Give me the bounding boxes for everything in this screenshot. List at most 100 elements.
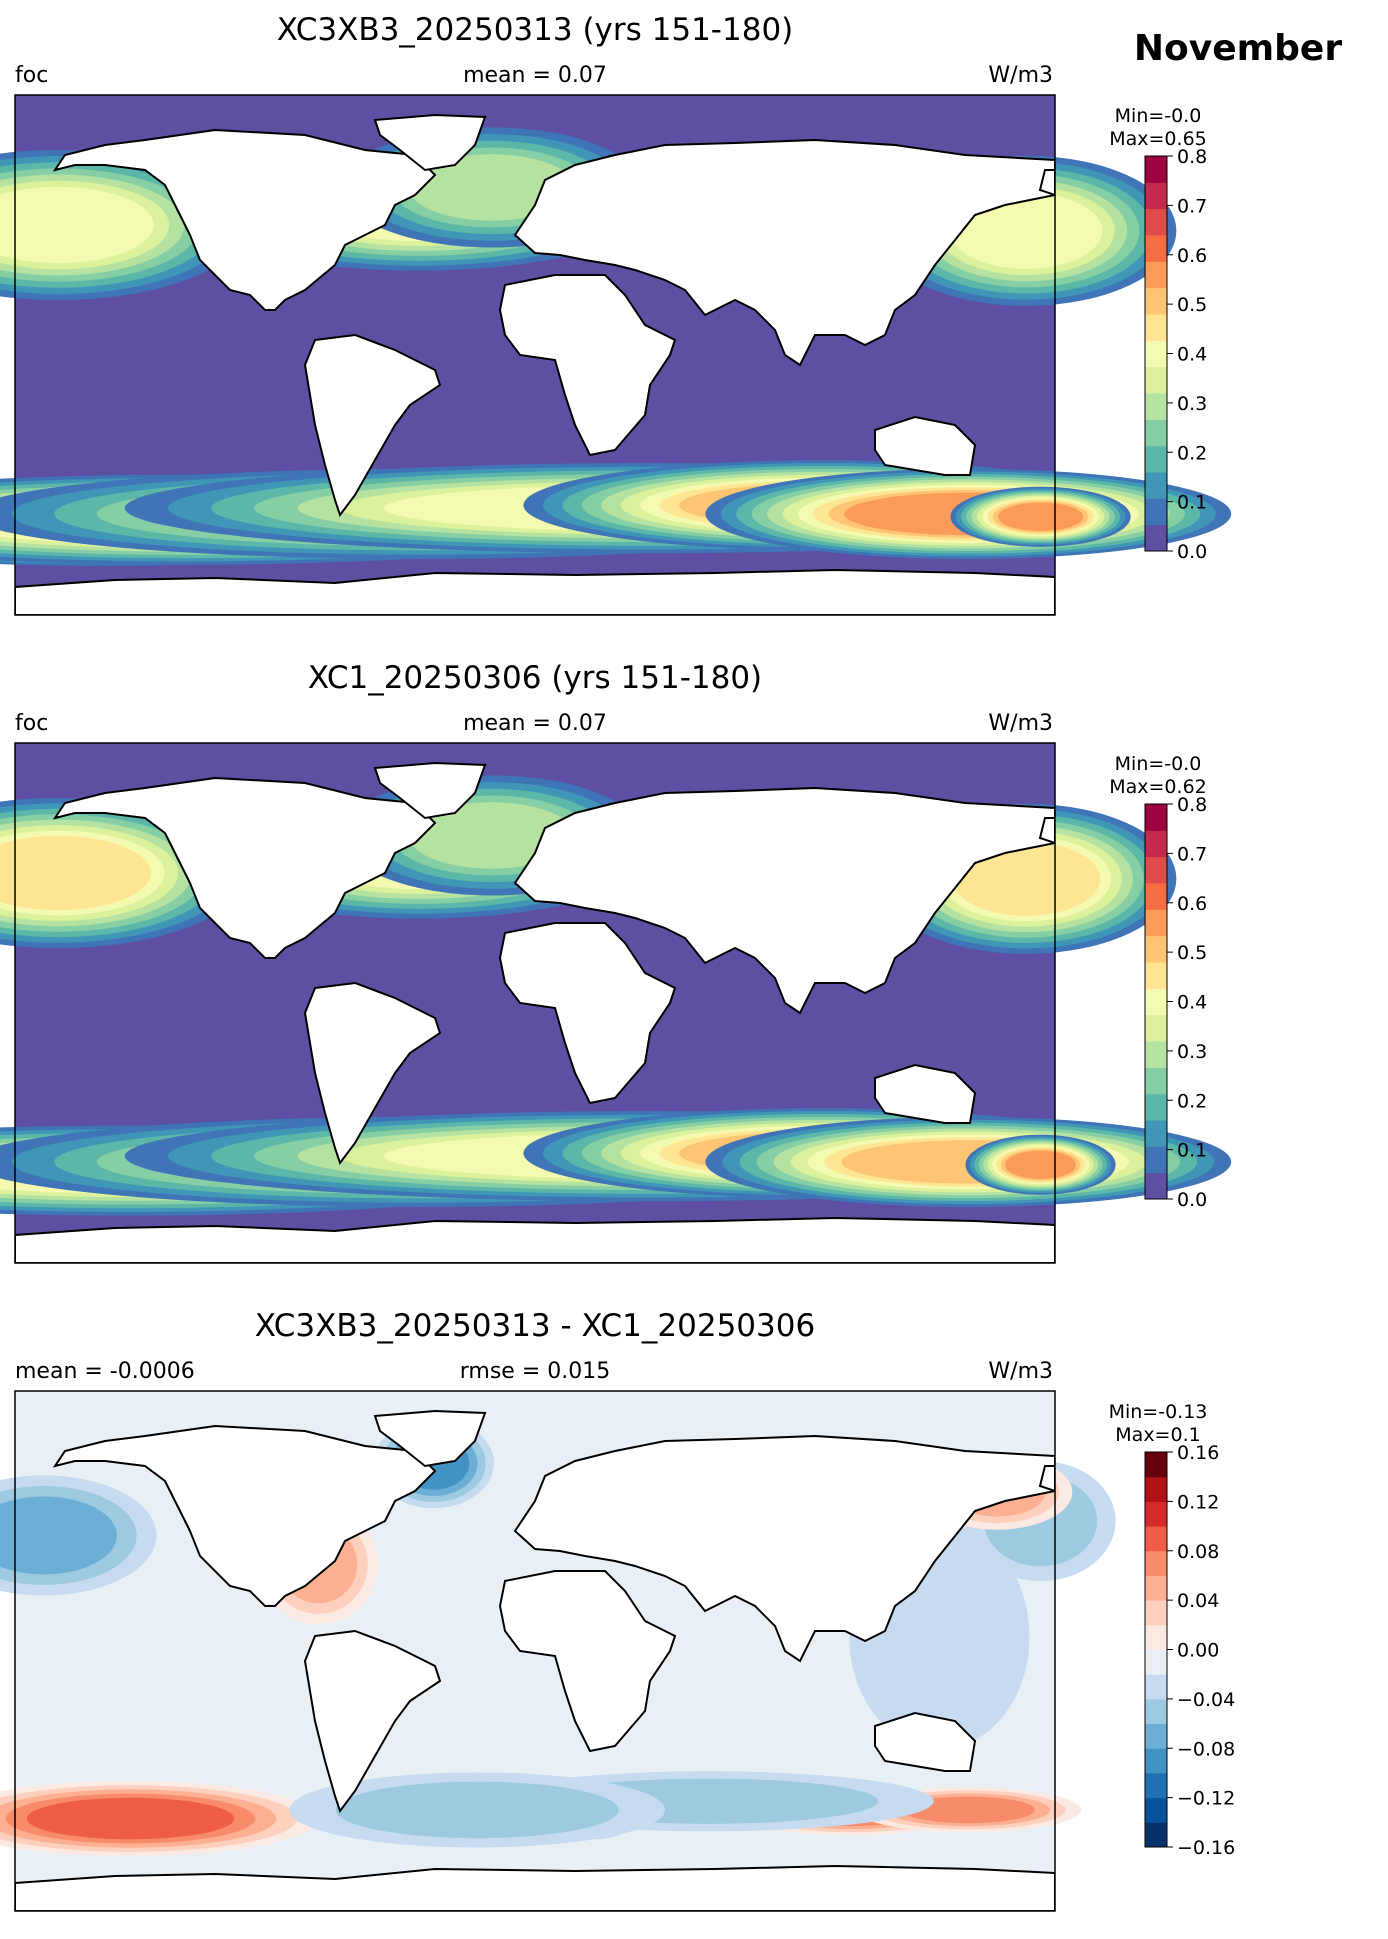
- contour-level: [26, 1797, 235, 1840]
- panel-left-label: mean = -0.0006: [15, 1359, 195, 1384]
- colorbar-tick-label: −0.04: [1177, 1689, 1235, 1711]
- colorbar-segment: [1145, 261, 1167, 289]
- colorbar-tick-label: 0.04: [1177, 1590, 1219, 1612]
- colorbar-segment: [1145, 1146, 1167, 1174]
- colorbar-tick-label: 0.08: [1177, 1541, 1219, 1563]
- colorbar-segment: [1145, 419, 1167, 447]
- colorbar-tick-label: 0.4: [1177, 344, 1207, 366]
- colorbar: −0.16 −0.12 −0.08 −0.04 0.00 0.04 0.08 0.12 0.16: [1144, 1442, 1235, 1859]
- stats-min: Min=-0.0: [1115, 105, 1202, 127]
- stats-min: Min=-0.0: [1115, 753, 1202, 775]
- colorbar-segment: [1145, 1772, 1167, 1799]
- colorbar-segment: [1145, 1723, 1167, 1749]
- panel-center-label: rmse = 0.015: [460, 1359, 611, 1384]
- colorbar-segment: [1145, 1698, 1167, 1725]
- field-feature-10: [0, 149, 247, 301]
- colorbar-tick-label: 0.8: [1177, 794, 1207, 816]
- colorbar-segment: [1145, 1041, 1167, 1068]
- panel-right-label: W/m3: [988, 63, 1053, 88]
- colorbar-segment: [1145, 1501, 1167, 1527]
- colorbar-segment: [1145, 988, 1167, 1016]
- colorbar-segment: [1145, 1649, 1167, 1675]
- colorbar-tick-label: 0.1: [1177, 1140, 1207, 1162]
- colorbar-segment: [1145, 1600, 1167, 1626]
- contour-level: [997, 502, 1084, 531]
- colorbar-segment: [1145, 182, 1167, 210]
- colorbar-tick-label: 0.2: [1177, 1090, 1207, 1112]
- contour-level: [952, 841, 1101, 916]
- field-feature-8: [0, 1475, 157, 1596]
- colorbar-tick-label: 0.12: [1177, 1491, 1219, 1513]
- colorbar-segment: [1145, 393, 1167, 420]
- contour-level: [335, 1781, 619, 1839]
- colorbar-segment: [1145, 856, 1167, 884]
- panel-left-label: foc: [15, 63, 48, 88]
- contour-level: [901, 1796, 1035, 1824]
- colorbar-tick-label: 0.1: [1177, 492, 1207, 514]
- colorbar-tick-label: 0.5: [1177, 294, 1207, 316]
- field-feature-7: [289, 1772, 665, 1848]
- colorbar-segment: [1145, 1526, 1167, 1552]
- colorbar-segment: [1145, 208, 1167, 236]
- map-frame: [14, 742, 1056, 1264]
- colorbar-tick-label: 0.8: [1177, 146, 1207, 168]
- map-area: [0, 94, 1232, 616]
- colorbar-segment: [1145, 883, 1167, 910]
- contour-level: [0, 186, 154, 264]
- colorbar-tick-label: −0.08: [1177, 1738, 1235, 1760]
- colorbar-segment: [1145, 1014, 1167, 1042]
- stats-max: Max=0.65: [1109, 128, 1207, 150]
- colorbar-segment: [1145, 340, 1167, 368]
- colorbar-segment: [1145, 1575, 1167, 1601]
- contour-level: [1005, 1150, 1077, 1179]
- colorbar-segment: [1145, 314, 1167, 341]
- colorbar-segment: [1145, 909, 1167, 937]
- colorbar-tick-label: 0.4: [1177, 992, 1207, 1014]
- stats-min: Min=-0.13: [1109, 1401, 1208, 1423]
- colorbar-segment: [1145, 1172, 1167, 1200]
- panel-center-label: mean = 0.07: [463, 63, 607, 88]
- panel-1: XC3XB3_20250313 (yrs 151-180) foc mean = 0…: [0, 12, 1232, 616]
- panel-right-label: W/m3: [988, 1359, 1053, 1384]
- panel-title: XC3XB3_20250313 - XC1_20250306: [255, 1308, 815, 1344]
- stats-max: Max=0.1: [1115, 1424, 1200, 1446]
- panel-center-label: mean = 0.07: [463, 711, 607, 736]
- field-feature-6: [965, 1134, 1116, 1195]
- colorbar-segment: [1145, 445, 1167, 473]
- colorbar-tick-label: 0.2: [1177, 442, 1207, 464]
- colorbar-tick-label: 0.3: [1177, 1041, 1207, 1063]
- field-feature-1: [0, 1781, 319, 1857]
- colorbar-segment: [1145, 830, 1167, 858]
- colorbar-segment: [1145, 1624, 1167, 1650]
- colorbar-segment: [1145, 935, 1167, 963]
- colorbar-segment: [1145, 1822, 1167, 1848]
- map-frame: [14, 94, 1056, 616]
- month-label: November: [1134, 28, 1342, 69]
- stats-max: Max=0.62: [1109, 776, 1207, 798]
- colorbar-tick-label: 0.00: [1177, 1640, 1219, 1662]
- colorbar-segment: [1145, 1797, 1167, 1823]
- colorbar-tick-label: 0.0: [1177, 1189, 1207, 1211]
- panel-title: XC1_20250306 (yrs 151-180): [308, 660, 762, 696]
- panel-2: XC1_20250306 (yrs 151-180) foc mean = 0.07…: [0, 660, 1232, 1264]
- colorbar-tick-label: −0.16: [1177, 1837, 1235, 1859]
- map-frame: [14, 1390, 1056, 1912]
- colorbar-segment: [1145, 1067, 1167, 1095]
- colorbar-segment: [1145, 524, 1167, 552]
- colorbar-tick-label: 0.3: [1177, 393, 1207, 415]
- colorbar-segment: [1145, 498, 1167, 526]
- colorbar-segment: [1145, 962, 1167, 989]
- colorbar-segment: [1145, 1674, 1167, 1700]
- contour-level: [408, 154, 575, 221]
- colorbar-tick-label: 0.6: [1177, 893, 1207, 915]
- colorbar-segment: [1145, 156, 1167, 183]
- colorbar-tick-label: 0.6: [1177, 245, 1207, 267]
- colorbar: 0.0 0.1 0.2 0.3 0.4 0.5 0.6 0.7 0.8: [1144, 794, 1207, 1211]
- colorbar-segment: [1145, 472, 1167, 499]
- colorbar-tick-label: 0.7: [1177, 843, 1207, 865]
- colorbar-segment: [1145, 235, 1167, 262]
- colorbar-segment: [1145, 287, 1167, 315]
- colorbar-segment: [1145, 804, 1167, 831]
